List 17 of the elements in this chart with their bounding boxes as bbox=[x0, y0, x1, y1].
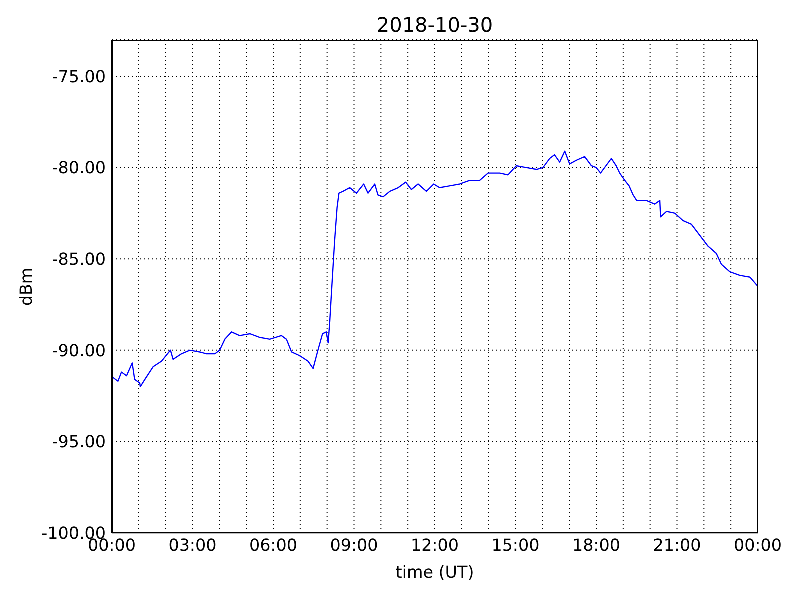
y-tick-label: -95.00 bbox=[52, 432, 106, 452]
x-tick-label: 15:00 bbox=[492, 534, 540, 555]
x-tick-label: 12:00 bbox=[410, 534, 460, 555]
y-tick-label: -75.00 bbox=[52, 66, 106, 86]
x-tick-label: 00:00 bbox=[734, 534, 782, 555]
x-tick-label: 06:00 bbox=[249, 534, 298, 555]
chart-title: 2018-10-30 bbox=[376, 13, 494, 37]
line-series bbox=[112, 150, 758, 388]
x-tick-label: 03:00 bbox=[168, 534, 217, 555]
y-tick-label: -80.00 bbox=[52, 158, 106, 178]
x-axis-title: time (UT) bbox=[396, 562, 474, 582]
y-axis-title: dBm bbox=[16, 267, 36, 306]
y-tick-label: -85.00 bbox=[52, 249, 106, 270]
y-tick-label: -90.00 bbox=[52, 340, 106, 360]
x-tick-label: 09:00 bbox=[330, 534, 378, 555]
x-tick-label: 21:00 bbox=[653, 534, 702, 555]
x-tick-label: 18:00 bbox=[572, 534, 621, 555]
